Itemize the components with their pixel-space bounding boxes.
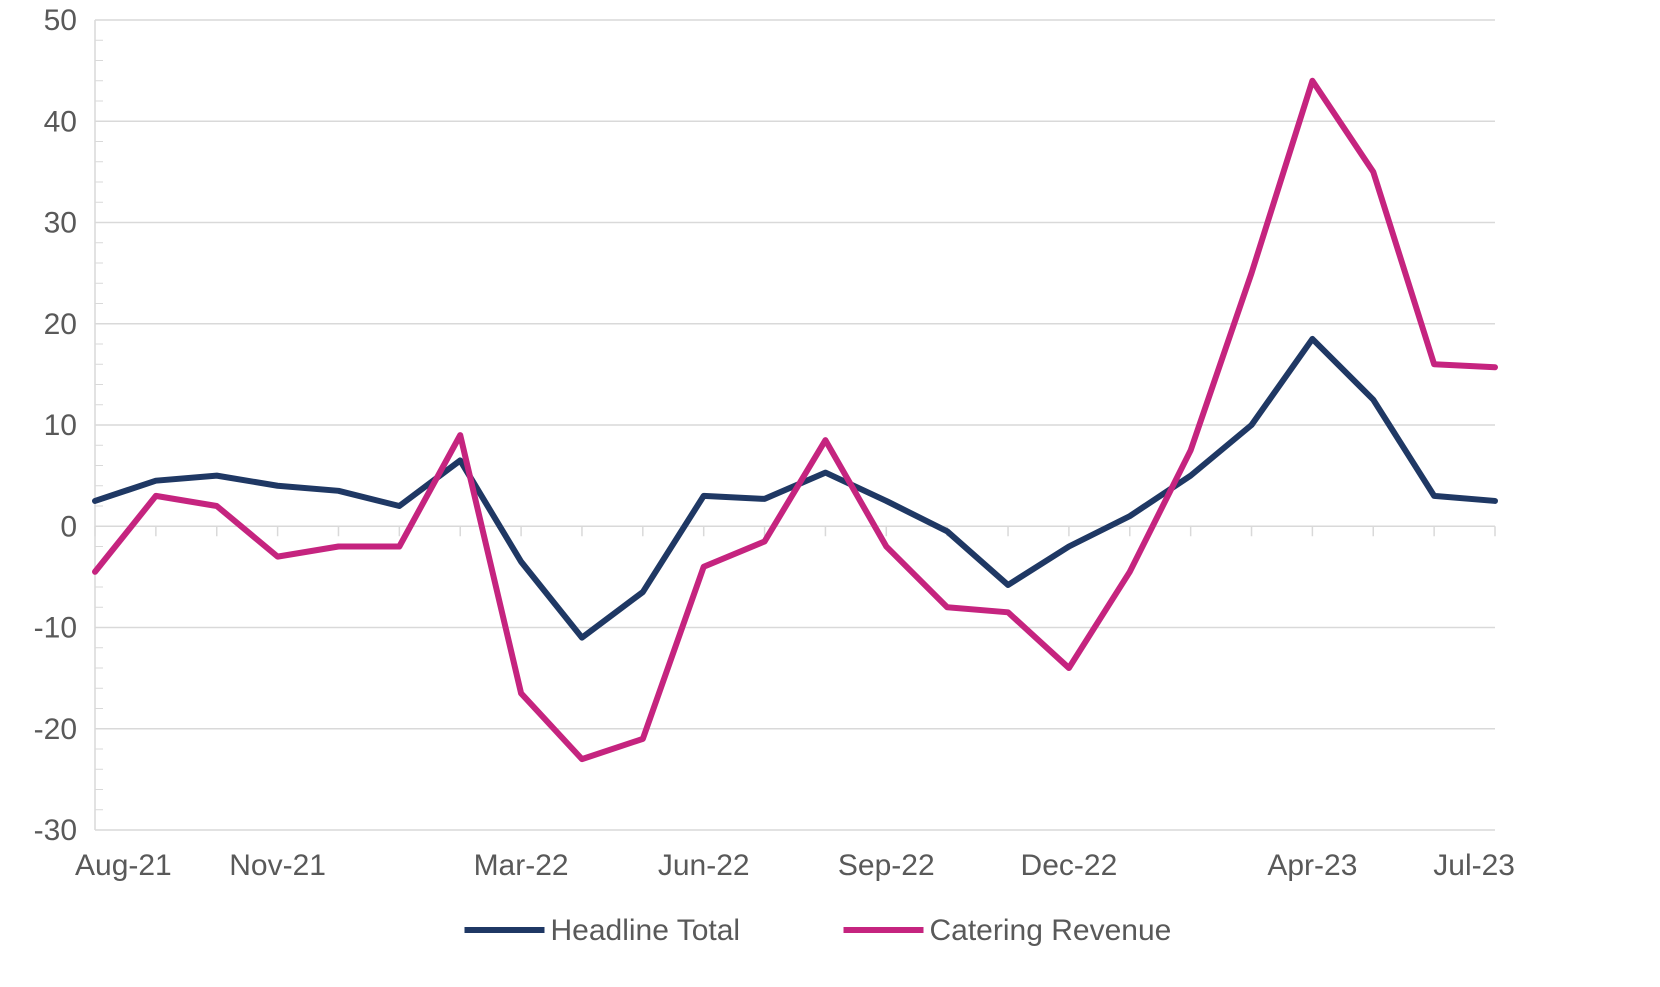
x-tick-label: Sep-22 xyxy=(838,849,935,882)
y-tick-label: -20 xyxy=(34,713,77,746)
y-tick-label: -30 xyxy=(34,814,77,847)
x-tick-label: Mar-22 xyxy=(474,849,569,882)
y-tick-label: 20 xyxy=(44,308,77,341)
chart-svg: -30 -20 -10 0 10 20 30 40 50 Aug-21 Nov-21 Mar-22 Ju… xyxy=(0,0,1660,987)
x-tick-label: Nov-21 xyxy=(229,849,326,882)
legend-label: Catering Revenue xyxy=(930,914,1172,947)
line-chart: -30 -20 -10 0 10 20 30 40 50 Aug-21 Nov-21 Mar-22 Ju… xyxy=(0,0,1660,987)
y-tick-label: 0 xyxy=(60,510,77,543)
x-tick-label: Apr-23 xyxy=(1267,849,1357,882)
x-tick-label: Jul-23 xyxy=(1433,849,1515,882)
legend-label: Headline Total xyxy=(551,914,741,947)
y-tick-label: 40 xyxy=(44,105,77,138)
y-tick-label: 30 xyxy=(44,207,77,240)
x-tick-label: Dec-22 xyxy=(1021,849,1118,882)
x-tick-label: Aug-21 xyxy=(75,849,172,882)
y-tick-label: 10 xyxy=(44,409,77,442)
series-line xyxy=(95,81,1495,759)
x-tick-label: Jun-22 xyxy=(658,849,750,882)
y-tick-label: 50 xyxy=(44,4,77,37)
y-tick-label: -10 xyxy=(34,612,77,645)
